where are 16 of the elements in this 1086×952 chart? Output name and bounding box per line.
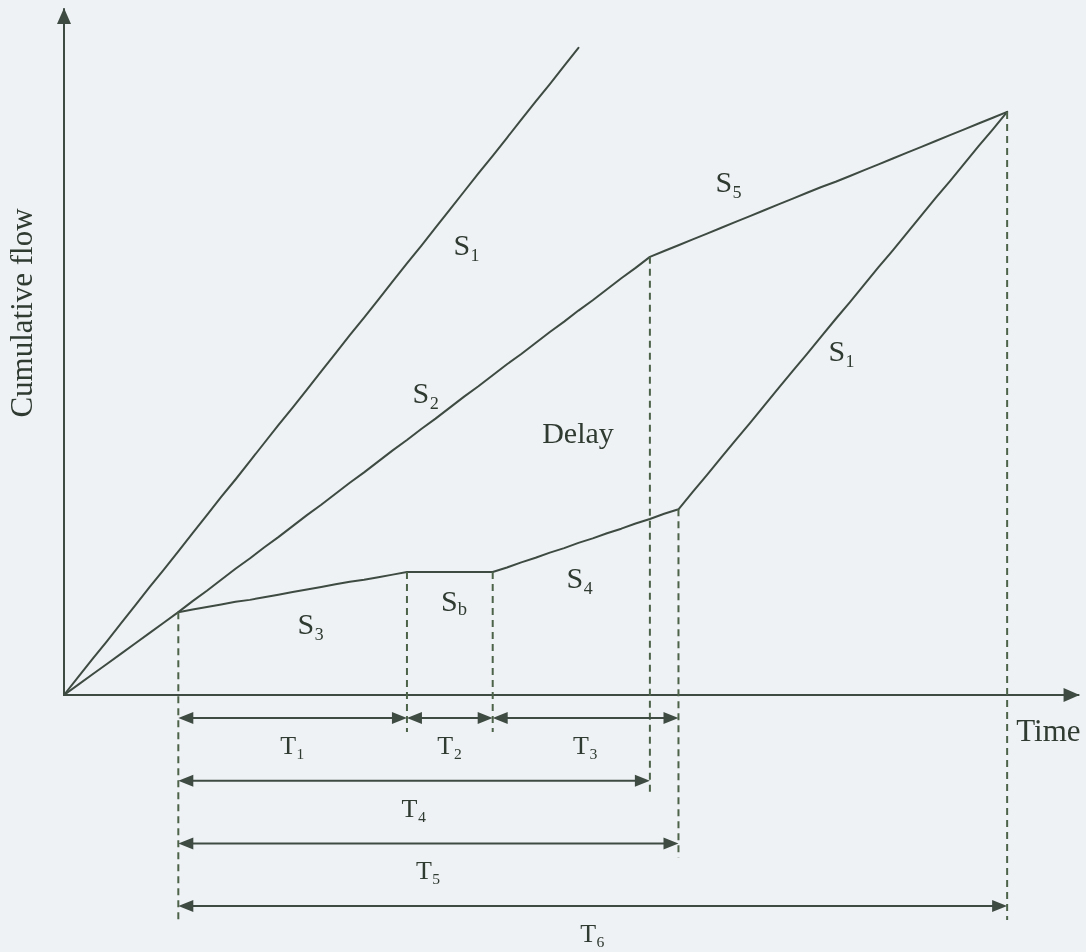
annotation: Delay (542, 416, 614, 449)
text: T₁ (280, 731, 306, 760)
annotation: S₃ (297, 607, 325, 640)
annotation: S₂ (412, 376, 440, 409)
text: T₂ (437, 731, 463, 760)
text: T₆ (580, 919, 606, 949)
text: T₄ (401, 793, 427, 823)
annotation: S$_{b}$ (441, 584, 467, 620)
text: T₃ (573, 731, 599, 760)
annotation: S₁ (828, 334, 856, 367)
annotation: S₅ (715, 165, 743, 198)
annotation: S₄ (566, 561, 594, 594)
y-axis-title: Cumulative flow (3, 208, 39, 418)
text: T₅ (415, 856, 441, 886)
annotation: S₁ (453, 228, 481, 261)
x-axis-title: Time (1016, 713, 1081, 748)
